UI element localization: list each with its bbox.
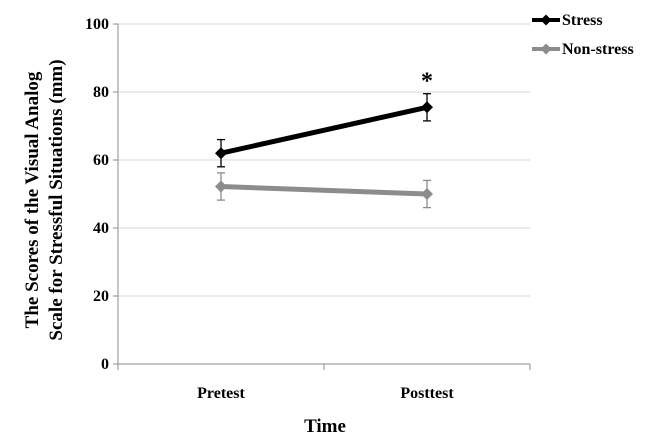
legend: Stress Non-stress xyxy=(532,12,634,58)
data-point xyxy=(421,101,433,114)
x-tick-labels: Pretest Posttest xyxy=(197,385,454,402)
data-point xyxy=(421,188,433,200)
y-tick-label: 20 xyxy=(93,288,109,305)
series-non-stress xyxy=(215,172,433,209)
series-line xyxy=(220,104,428,156)
legend-item: Stress xyxy=(532,12,603,29)
significance-marker: * xyxy=(421,68,433,94)
y-tick-label: 0 xyxy=(101,356,109,373)
legend-label: Non-stress xyxy=(562,41,634,58)
y-tick-label: 100 xyxy=(85,16,109,33)
data-point xyxy=(215,180,227,193)
y-axis-title-line-2: Scale for Stressful Situations (mm) xyxy=(46,59,67,340)
x-axis-title: Time xyxy=(304,416,346,435)
x-tick-label: Posttest xyxy=(400,385,454,402)
legend-label: Stress xyxy=(562,12,603,29)
annotations: * xyxy=(421,68,433,94)
y-tick-labels: 0 20 40 60 80 100 xyxy=(85,16,109,373)
x-tick-label: Pretest xyxy=(197,385,245,402)
y-tick-label: 60 xyxy=(93,152,109,169)
legend-marker xyxy=(540,43,552,55)
y-tick-label: 40 xyxy=(93,220,109,237)
y-tick-label: 80 xyxy=(93,84,109,101)
series xyxy=(215,93,433,209)
gridlines xyxy=(118,23,530,297)
y-axis-title: The Scores of the Visual Analog Scale fo… xyxy=(22,59,67,340)
legend-marker xyxy=(540,14,552,26)
series-stress xyxy=(215,93,433,168)
axes xyxy=(113,23,531,370)
legend-item: Non-stress xyxy=(532,41,634,58)
data-point xyxy=(215,147,227,160)
y-axis-title-line-1: The Scores of the Visual Analog xyxy=(22,71,43,328)
series-line xyxy=(220,184,428,197)
